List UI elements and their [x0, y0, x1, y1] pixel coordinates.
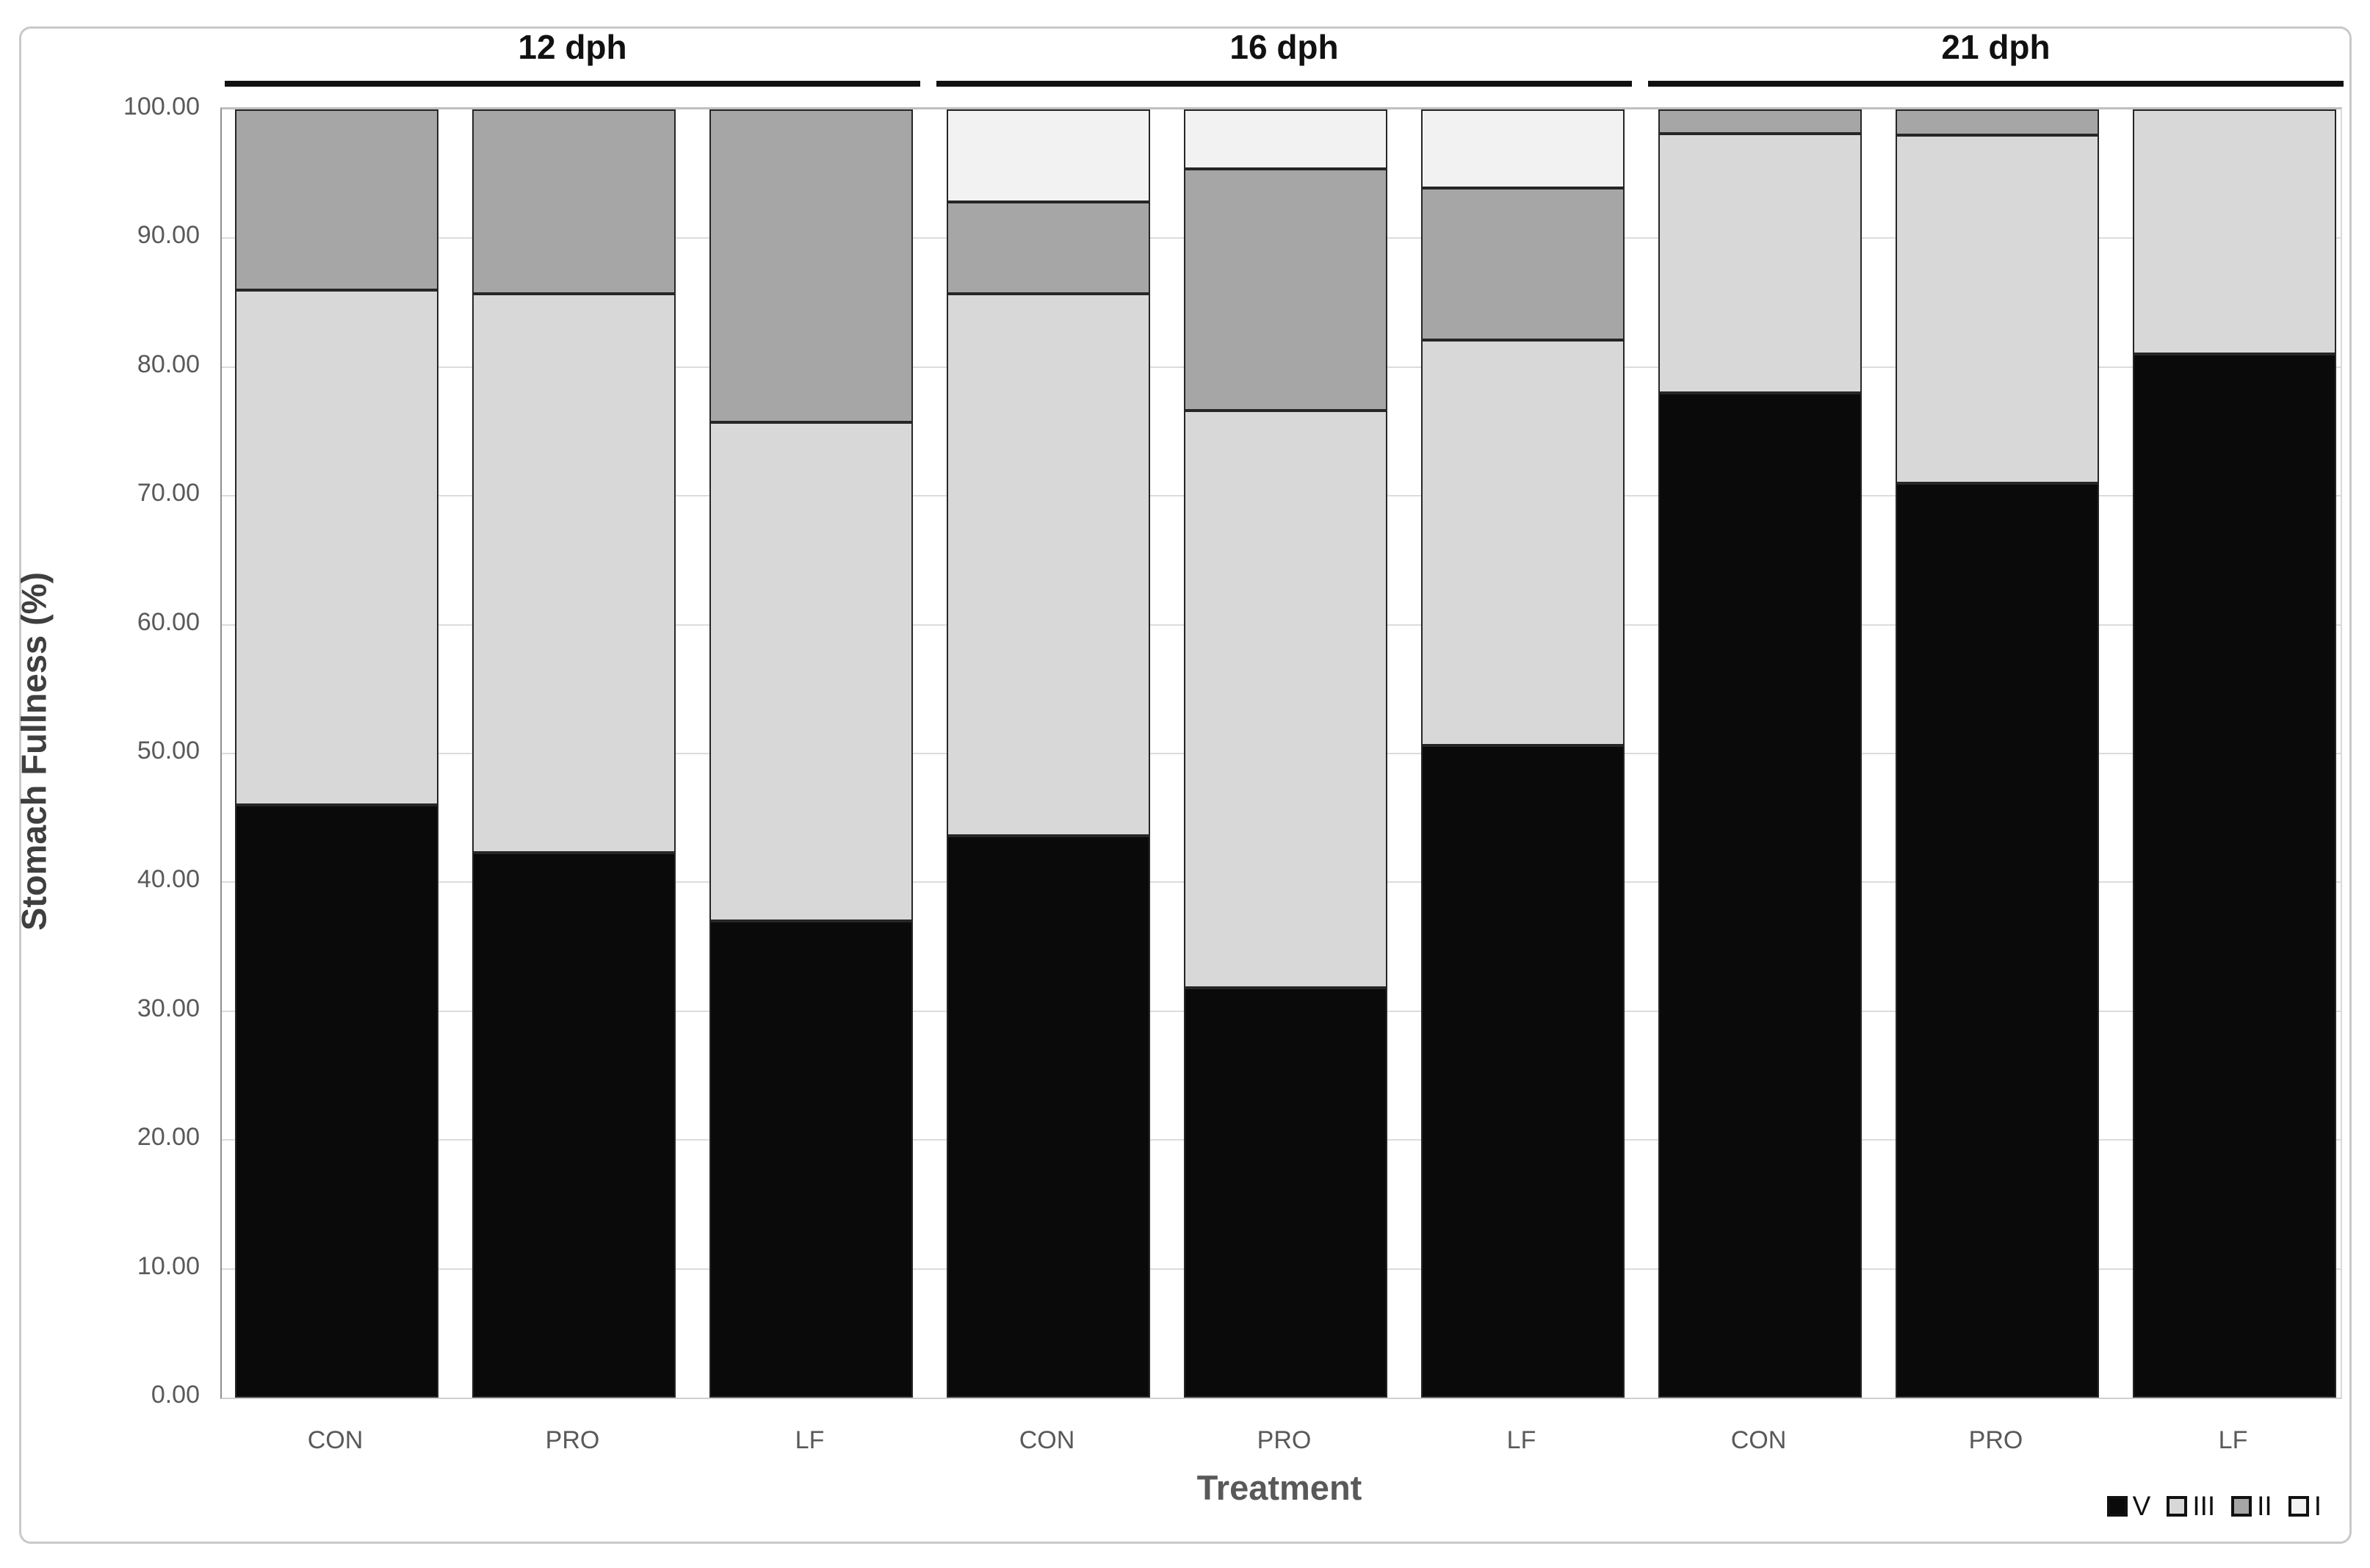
stacked-bar-pro-4	[1184, 109, 1387, 1398]
legend-label-V: V	[2132, 1491, 2151, 1521]
stacked-bar-con-0	[235, 109, 438, 1398]
segment-III-con-3	[947, 293, 1150, 837]
y-tick-label-0.00: 0.00	[151, 1381, 200, 1409]
segment-II-pro-1	[472, 109, 676, 294]
legend-swatch-III	[2167, 1496, 2188, 1517]
x-tick-label-pro-1: PRO	[545, 1426, 600, 1454]
stacked-bar-lf-5	[1421, 109, 1625, 1398]
segment-III-lf-5	[1421, 339, 1625, 746]
stacked-bar-con-3	[947, 109, 1150, 1398]
legend-item-III: III	[2167, 1491, 2215, 1522]
y-tick-label-30.00: 30.00	[137, 994, 200, 1022]
legend-label-II: II	[2257, 1491, 2272, 1521]
segment-V-lf-5	[1421, 745, 1625, 1398]
stacked-bar-lf-2	[709, 109, 913, 1398]
x-axis-title: Treatment	[1196, 1468, 1362, 1507]
segment-II-lf-2	[709, 109, 913, 423]
x-tick-label-lf-2: LF	[795, 1426, 825, 1454]
segment-I-lf-5	[1421, 109, 1625, 188]
segment-V-con-0	[235, 805, 438, 1398]
legend-item-V: V	[2106, 1491, 2151, 1522]
group-header-16-dph: 16 dph	[936, 21, 1632, 87]
segment-I-con-3	[947, 109, 1150, 203]
stacked-bar-pro-7	[1896, 109, 2099, 1398]
x-tick-label-lf-8: LF	[2218, 1426, 2248, 1454]
legend-swatch-II	[2231, 1496, 2252, 1517]
x-tick-label-con-0: CON	[307, 1426, 364, 1454]
x-tick-label-pro-4: PRO	[1257, 1426, 1312, 1454]
segment-V-con-3	[947, 836, 1150, 1398]
y-tick-label-40.00: 40.00	[137, 865, 200, 894]
y-tick-label-50.00: 50.00	[137, 737, 200, 765]
segment-III-con-0	[235, 289, 438, 806]
y-tick-label-60.00: 60.00	[137, 607, 200, 636]
segment-III-pro-1	[472, 293, 676, 853]
y-tick-label-20.00: 20.00	[137, 1123, 200, 1152]
x-tick-label-con-6: CON	[1730, 1426, 1787, 1454]
segment-I-pro-4	[1184, 109, 1387, 169]
stacked-bar-lf-8	[2133, 109, 2336, 1398]
stacked-bar-con-6	[1658, 109, 1862, 1398]
y-axis-title: Stomach Fullness (%)	[14, 571, 54, 931]
y-tick-label-10.00: 10.00	[137, 1251, 200, 1280]
segment-II-pro-7	[1896, 109, 2099, 136]
x-tick-label-lf-5: LF	[1506, 1426, 1536, 1454]
segment-III-lf-2	[709, 422, 913, 922]
segment-III-pro-4	[1184, 411, 1387, 989]
group-header-21-dph: 21 dph	[1648, 21, 2344, 87]
segment-III-pro-7	[1896, 135, 2099, 483]
y-tick-label-70.00: 70.00	[137, 479, 200, 507]
segment-V-pro-4	[1184, 988, 1387, 1398]
stacked-bar-pro-1	[472, 109, 676, 1398]
segment-II-con-6	[1658, 109, 1862, 134]
segment-III-lf-8	[2133, 109, 2336, 355]
x-tick-label-con-3: CON	[1019, 1426, 1075, 1454]
plot-area	[220, 107, 2342, 1399]
legend-item-I: I	[2288, 1491, 2322, 1522]
segment-V-lf-8	[2133, 354, 2336, 1398]
segment-III-con-6	[1658, 134, 1862, 393]
legend-swatch-V	[2106, 1496, 2128, 1517]
y-tick-label-100.00: 100.00	[123, 93, 200, 120]
segment-V-con-6	[1658, 392, 1862, 1398]
legend-item-II: II	[2231, 1491, 2272, 1522]
y-tick-label-80.00: 80.00	[137, 350, 200, 378]
chart-legend: V III II I	[2106, 1491, 2322, 1522]
segment-V-pro-7	[1896, 483, 2099, 1398]
legend-swatch-I	[2288, 1496, 2309, 1517]
legend-label-III: III	[2192, 1491, 2216, 1521]
segment-V-lf-2	[709, 921, 913, 1398]
segment-II-con-0	[235, 109, 438, 290]
group-header-12-dph: 12 dph	[225, 21, 920, 87]
legend-label-I: I	[2313, 1491, 2322, 1521]
segment-II-con-3	[947, 202, 1150, 294]
y-tick-label-90.00: 90.00	[137, 221, 200, 250]
segment-V-pro-1	[472, 853, 676, 1398]
x-tick-label-pro-7: PRO	[1968, 1426, 2023, 1454]
segment-II-pro-4	[1184, 168, 1387, 411]
segment-II-lf-5	[1421, 188, 1625, 340]
